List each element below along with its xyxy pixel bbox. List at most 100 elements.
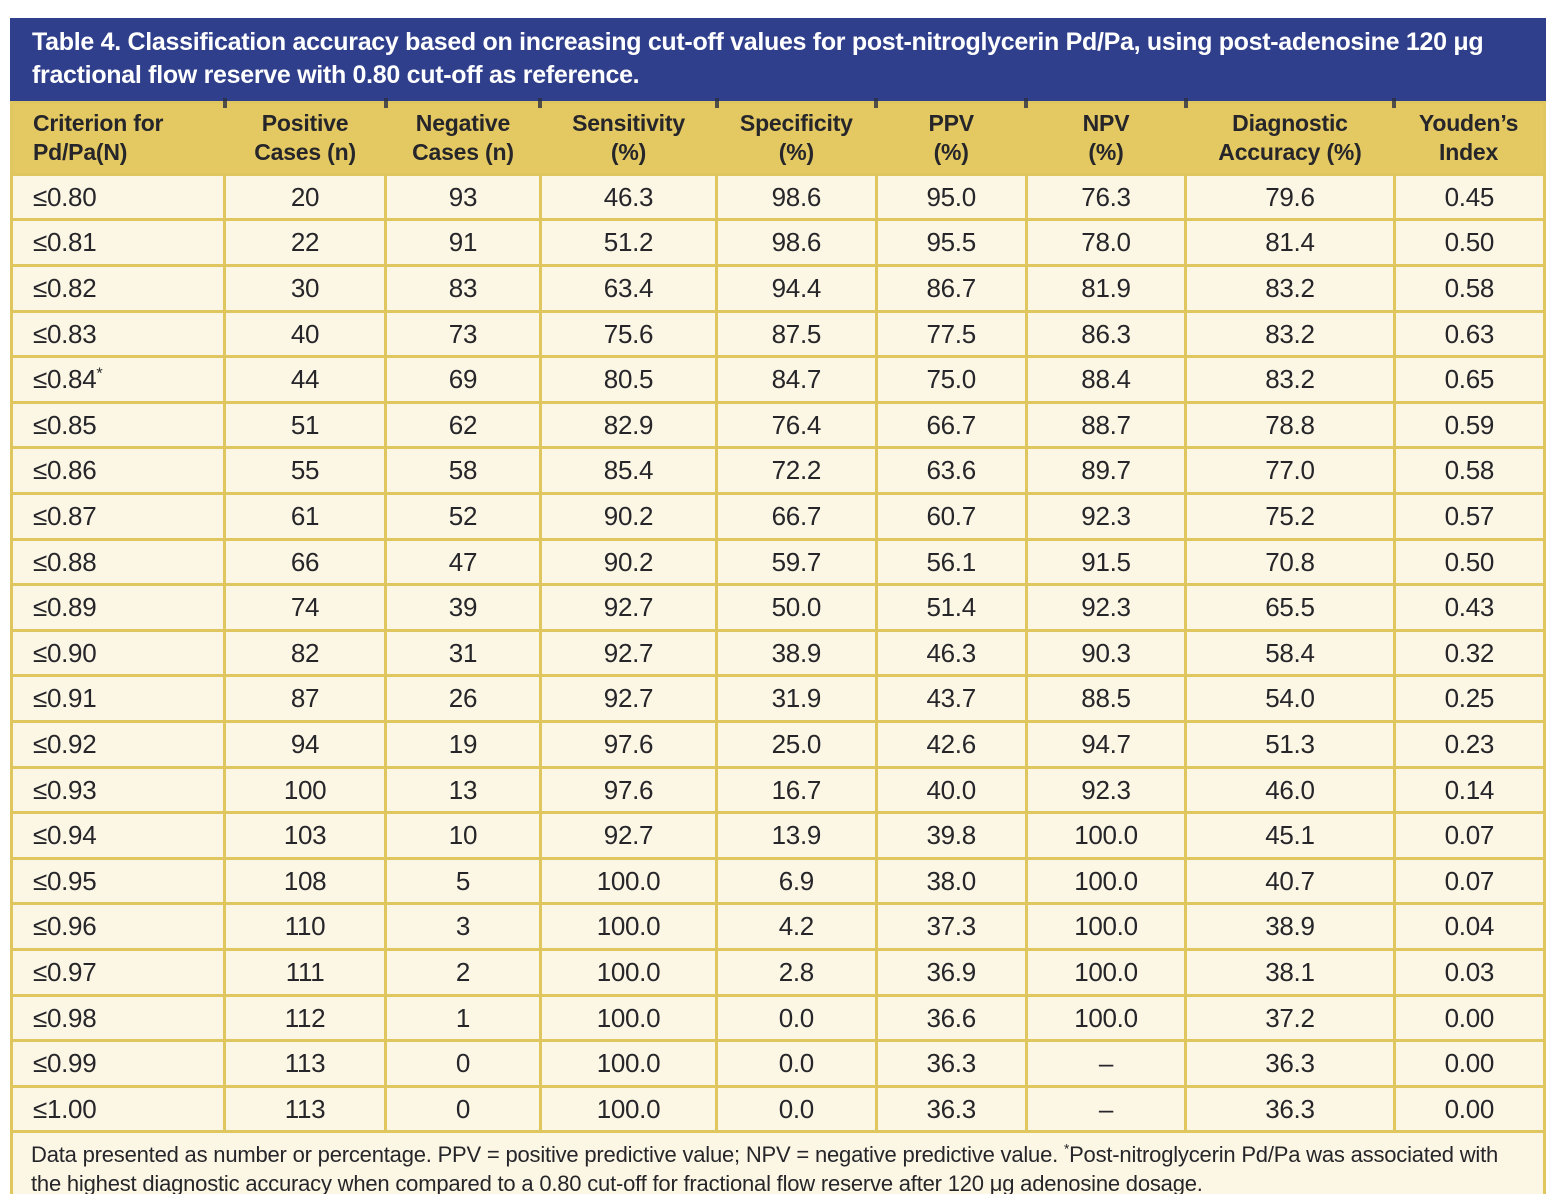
value-cell: 88.5 [1024, 674, 1188, 723]
criterion-cell: ≤0.99 [9, 1039, 227, 1088]
value-cell: 36.9 [874, 947, 1028, 997]
table-row: ≤0.89 74 39 92.7 50.0 51.4 92.3 65.5 0.43 [9, 583, 1547, 632]
value-cell: 75.6 [538, 309, 719, 359]
value-cell: 37.3 [874, 902, 1028, 951]
criterion-cell: ≤0.92 [9, 720, 227, 769]
col-header-line: Sensitivity [572, 110, 685, 136]
value-cell: 38.9 [1184, 902, 1396, 951]
value-cell: 92.3 [1024, 492, 1188, 541]
table-footer: Data presented as number or percentage. … [10, 1130, 1546, 1194]
value-cell: 103 [223, 811, 388, 860]
value-cell: 100.0 [1024, 902, 1188, 951]
value-cell: 100 [223, 765, 388, 815]
value-cell: 61 [223, 492, 388, 541]
criterion-cell: ≤0.95 [9, 856, 227, 906]
value-cell: 95.5 [874, 218, 1028, 268]
criterion-cell: ≤0.97 [9, 947, 227, 997]
value-cell: 26 [384, 674, 542, 723]
value-cell: 36.3 [1184, 1084, 1396, 1134]
criterion-cell: ≤0.86 [9, 446, 227, 496]
col-header-line: Cases (n) [412, 139, 514, 166]
value-cell: 112 [223, 993, 388, 1043]
value-cell: 113 [223, 1039, 388, 1088]
table-row: ≤0.93 100 13 97.6 16.7 40.0 92.3 46.0 0.14 [9, 765, 1547, 815]
value-cell: 51 [223, 400, 388, 450]
value-cell: 46.0 [1184, 765, 1396, 815]
col-header-diagnostic-accuracy: Diagnostic Accuracy (%) [1183, 96, 1395, 175]
value-cell: 66 [223, 537, 388, 587]
value-cell: 81.4 [1184, 218, 1396, 268]
criterion-cell: ≤0.82 [9, 264, 227, 313]
value-cell: 0 [384, 1039, 542, 1088]
criterion-cell: ≤0.80 [9, 172, 227, 222]
table-row: ≤0.86 55 58 85.4 72.2 63.6 89.7 77.0 0.58 [9, 446, 1547, 496]
value-cell: 0.32 [1392, 628, 1547, 678]
col-header-negative-cases: Negative Cases (n) [383, 96, 541, 175]
value-cell: 40.7 [1184, 856, 1396, 906]
value-cell: 44 [223, 355, 388, 404]
table4-card: Table 4. Classification accuracy based o… [9, 18, 1547, 1194]
value-cell: 0.23 [1392, 720, 1547, 769]
value-cell: 54.0 [1184, 674, 1396, 723]
value-cell: 86.7 [874, 264, 1028, 313]
col-header-line: Pd/Pa(N) [33, 139, 128, 166]
value-cell: 0.43 [1392, 583, 1547, 632]
value-cell: 88.7 [1024, 400, 1188, 450]
value-cell: 0.25 [1392, 674, 1547, 723]
value-cell: 66.7 [874, 400, 1028, 450]
value-cell: 38.0 [874, 856, 1028, 906]
value-cell: 45.1 [1184, 811, 1396, 860]
criterion-cell: ≤0.83 [9, 309, 227, 359]
value-cell: 89.7 [1024, 446, 1188, 496]
value-cell: 5 [384, 856, 542, 906]
value-cell: 69 [384, 355, 542, 404]
value-cell: 77.0 [1184, 446, 1396, 496]
footnote-row: Data presented as number or percentage. … [10, 1130, 1546, 1194]
value-cell: 83.2 [1184, 355, 1396, 404]
header-row: Criterion for Pd/Pa(N) Positive Cases (n… [11, 96, 1545, 175]
criterion-cell: ≤0.91 [9, 674, 227, 723]
col-header-line: NPV [1082, 110, 1130, 136]
value-cell: 94 [223, 720, 388, 769]
col-header-sensitivity: Sensitivity (%) [538, 96, 717, 175]
criterion-cell: ≤0.93 [9, 765, 227, 815]
value-cell: 4.2 [715, 902, 878, 951]
table-row: ≤0.98 112 1 100.0 0.0 36.6 100.0 37.2 0.00 [9, 993, 1547, 1043]
value-cell: 111 [223, 947, 388, 997]
table-row: ≤0.82 30 83 63.4 94.4 86.7 81.9 83.2 0.58 [9, 264, 1547, 313]
value-cell: 87.5 [715, 309, 878, 359]
value-cell: 47 [384, 537, 542, 587]
table-row: ≤0.97 111 2 100.0 2.8 36.9 100.0 38.1 0.03 [9, 947, 1547, 997]
value-cell: 100.0 [538, 1084, 719, 1134]
value-cell: – [1024, 1084, 1188, 1134]
value-cell: 83 [384, 264, 542, 313]
table-row: ≤0.83 40 73 75.6 87.5 77.5 86.3 83.2 0.63 [9, 309, 1547, 359]
value-cell: 0.58 [1392, 264, 1547, 313]
criterion-cell: ≤0.81 [9, 218, 227, 268]
value-cell: 92.7 [538, 811, 719, 860]
criterion-cell: ≤0.96 [9, 902, 227, 951]
footnote-text: Data presented as number or percentage. … [31, 1142, 1064, 1168]
value-cell: 0.07 [1392, 856, 1547, 906]
value-cell: 100.0 [1024, 993, 1188, 1043]
value-cell: 0 [384, 1084, 542, 1134]
col-header-line: Youden’s [1418, 110, 1519, 136]
value-cell: 51.4 [874, 583, 1028, 632]
criterion-cell: ≤0.98 [9, 993, 227, 1043]
col-header-line: (%) [778, 139, 814, 166]
table-row: ≤0.94 103 10 92.7 13.9 39.8 100.0 45.1 0.07 [9, 811, 1547, 860]
value-cell: 63.6 [874, 446, 1028, 496]
value-cell: 2 [384, 947, 542, 997]
col-header-criterion: Criterion for Pd/Pa(N) [11, 102, 225, 175]
value-cell: 37.2 [1184, 993, 1396, 1043]
classification-accuracy-table: Criterion for Pd/Pa(N) Positive Cases (n… [9, 96, 1547, 1194]
value-cell: 81.9 [1024, 264, 1188, 313]
col-header-specificity: Specificity (%) [714, 96, 877, 175]
table-row: ≤0.85 51 62 82.9 76.4 66.7 88.7 78.8 0.59 [9, 400, 1547, 450]
value-cell: 22 [223, 218, 388, 268]
value-cell: 31 [384, 628, 542, 678]
value-cell: 0.00 [1392, 993, 1547, 1043]
value-cell: 0.0 [715, 1084, 878, 1134]
value-cell: 55 [223, 446, 388, 496]
col-header-positive-cases: Positive Cases (n) [222, 96, 386, 175]
